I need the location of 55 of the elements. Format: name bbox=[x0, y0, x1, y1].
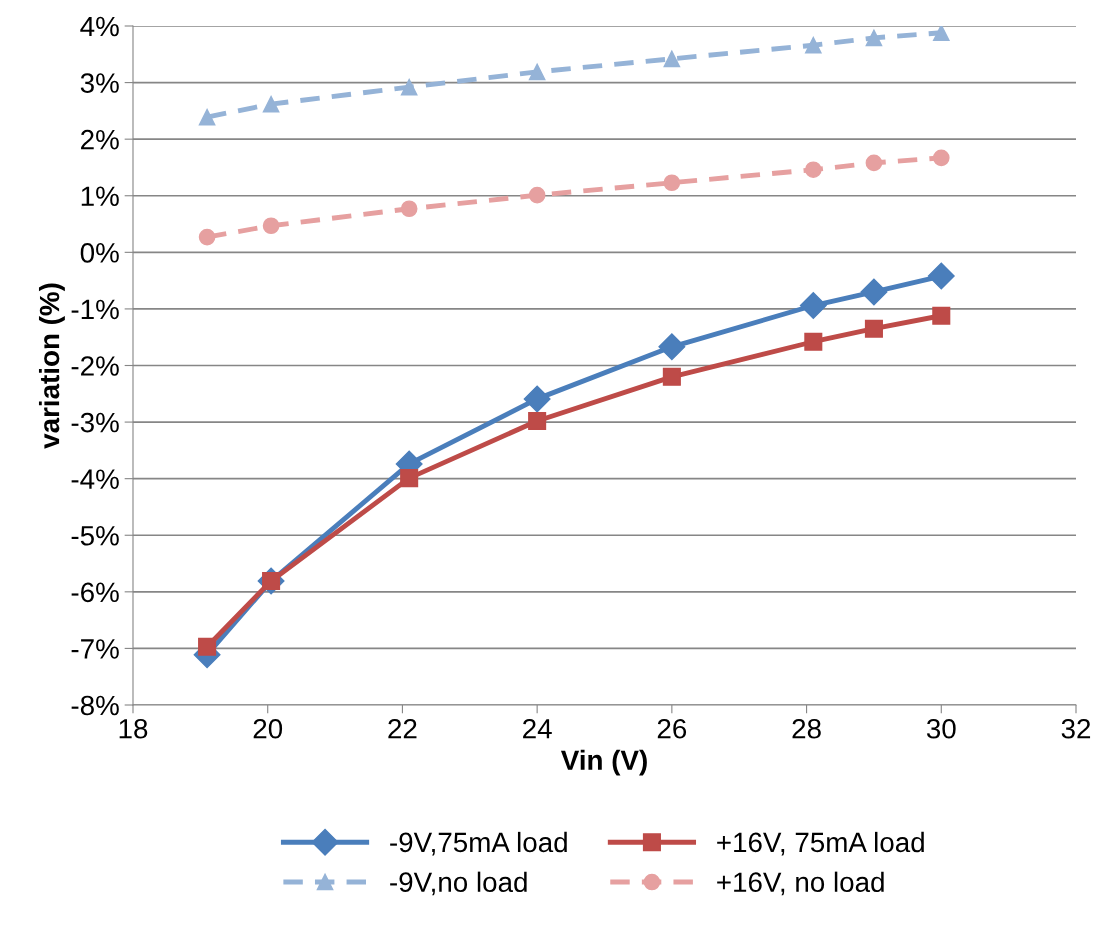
y-tick-label: 0% bbox=[80, 243, 119, 263]
point bbox=[400, 78, 418, 96]
y-tick-label: 2% bbox=[81, 129, 119, 150]
point bbox=[523, 385, 551, 413]
y-tick-label: 3% bbox=[80, 73, 119, 93]
point bbox=[198, 637, 217, 656]
point bbox=[865, 154, 883, 172]
y-axis-title: variation (%) bbox=[38, 283, 65, 449]
point bbox=[927, 262, 955, 290]
y-tick-label: -6% bbox=[71, 582, 119, 603]
point bbox=[799, 292, 827, 319]
y-tick-label: -3% bbox=[71, 412, 119, 433]
point bbox=[860, 278, 888, 306]
point bbox=[932, 149, 950, 167]
legend-label: -9V,no load bbox=[390, 871, 527, 896]
y-tick-label: -2% bbox=[71, 356, 119, 376]
x-tick-label: 26 bbox=[657, 718, 687, 739]
x-axis-title: Vin (V) bbox=[560, 749, 647, 776]
x-tick-label: 18 bbox=[119, 718, 148, 739]
legend-label: +16V, 75mA load bbox=[717, 831, 924, 856]
point bbox=[400, 200, 418, 218]
legend-label: +16V, no load bbox=[717, 871, 884, 896]
point bbox=[865, 29, 883, 47]
point bbox=[198, 228, 216, 246]
x-tick-label: 20 bbox=[253, 718, 283, 739]
point bbox=[662, 367, 681, 386]
point bbox=[804, 161, 822, 179]
point bbox=[528, 411, 547, 430]
y-tick-label: -1% bbox=[71, 299, 119, 320]
y-tick-label: 1% bbox=[81, 186, 119, 206]
point bbox=[400, 469, 419, 488]
x-tick-label: 32 bbox=[1061, 718, 1091, 739]
point bbox=[804, 332, 823, 351]
y-tick-label: -4% bbox=[71, 469, 119, 489]
point bbox=[528, 63, 546, 81]
point bbox=[663, 50, 681, 68]
point bbox=[262, 95, 280, 113]
point bbox=[864, 319, 883, 338]
point bbox=[932, 306, 951, 325]
x-tick-label: 28 bbox=[792, 718, 821, 739]
point bbox=[658, 333, 686, 361]
x-tick-label: 24 bbox=[523, 718, 552, 739]
point bbox=[528, 186, 546, 204]
y-tick-label: -5% bbox=[71, 526, 119, 546]
x-tick-label: 22 bbox=[388, 718, 417, 739]
x-tick-label: 30 bbox=[926, 718, 956, 739]
y-tick-label: -8% bbox=[71, 695, 119, 716]
legend-label: -9V,75mA load bbox=[390, 831, 567, 856]
point bbox=[804, 36, 822, 54]
y-tick-label: 4% bbox=[80, 16, 119, 37]
point bbox=[198, 108, 216, 126]
point bbox=[663, 174, 681, 192]
point bbox=[932, 26, 950, 42]
y-tick-label: -7% bbox=[71, 639, 119, 659]
point bbox=[262, 217, 280, 235]
